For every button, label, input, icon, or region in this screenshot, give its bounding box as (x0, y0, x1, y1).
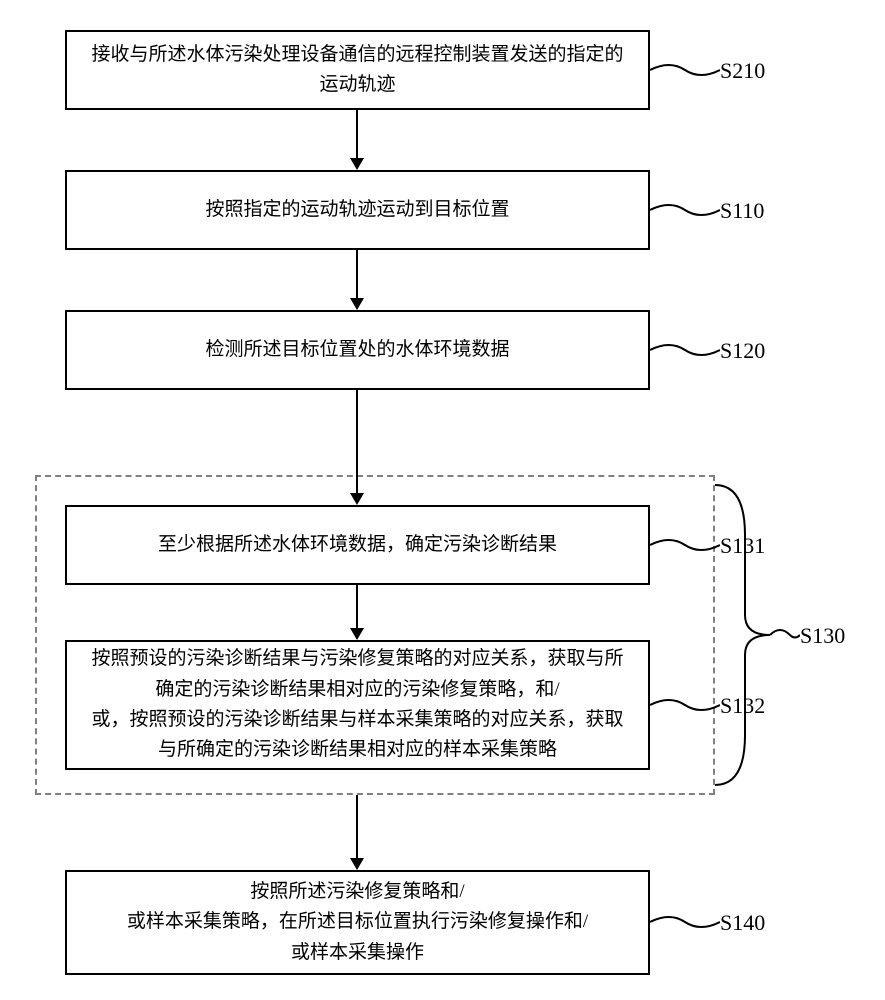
node-s120: 检测所述目标位置处的水体环境数据 (65, 310, 650, 390)
connector-s120 (650, 335, 720, 365)
edge-s110-s120 (356, 250, 358, 298)
edge-s210-s110 (356, 110, 358, 158)
node-s210: 接收与所述水体污染处理设备通信的远程控制装置发送的指定的运动轨迹 (65, 30, 650, 110)
node-s132: 按照预设的污染诊断结果与污染修复策略的对应关系，获取与所确定的污染诊断结果相对应… (65, 640, 650, 770)
edge-s120-s131-head (350, 493, 364, 505)
edge-s131-s132-head (350, 628, 364, 640)
connector-s130-brace (715, 475, 800, 795)
node-s140: 按照所述污染修复策略和/或样本采集策略，在所述目标位置执行污染修复操作和/或样本… (65, 870, 650, 975)
connector-s132 (650, 690, 720, 720)
label-s130: S130 (800, 623, 845, 649)
node-s140-text: 按照所述污染修复策略和/或样本采集策略，在所述目标位置执行污染修复操作和/或样本… (127, 877, 588, 968)
node-s132-text: 按照预设的污染诊断结果与污染修复策略的对应关系，获取与所确定的污染诊断结果相对应… (91, 644, 623, 766)
edge-s131-s132 (356, 585, 358, 628)
node-s110-text: 按照指定的运动轨迹运动到目标位置 (205, 195, 509, 225)
connector-s131 (650, 530, 720, 560)
label-s210: S210 (720, 58, 765, 84)
edge-s132-s140 (356, 795, 358, 858)
label-s120: S120 (720, 338, 765, 364)
node-s131-text: 至少根据所述水体环境数据，确定污染诊断结果 (158, 530, 557, 560)
edge-s110-s120-head (350, 298, 364, 310)
edge-s210-s110-head (350, 158, 364, 170)
label-s140: S140 (720, 910, 765, 936)
edge-s132-s140-head (350, 858, 364, 870)
node-s210-text: 接收与所述水体污染处理设备通信的远程控制装置发送的指定的运动轨迹 (91, 40, 623, 101)
edge-s120-s131 (356, 390, 358, 493)
flowchart-container: 接收与所述水体污染处理设备通信的远程控制装置发送的指定的运动轨迹 S210 按照… (0, 0, 885, 1000)
node-s131: 至少根据所述水体环境数据，确定污染诊断结果 (65, 505, 650, 585)
label-s110: S110 (720, 198, 764, 224)
node-s110: 按照指定的运动轨迹运动到目标位置 (65, 170, 650, 250)
connector-s140 (650, 907, 720, 937)
connector-s110 (650, 195, 720, 225)
connector-s210 (650, 55, 720, 85)
node-s120-text: 检测所述目标位置处的水体环境数据 (205, 335, 509, 365)
